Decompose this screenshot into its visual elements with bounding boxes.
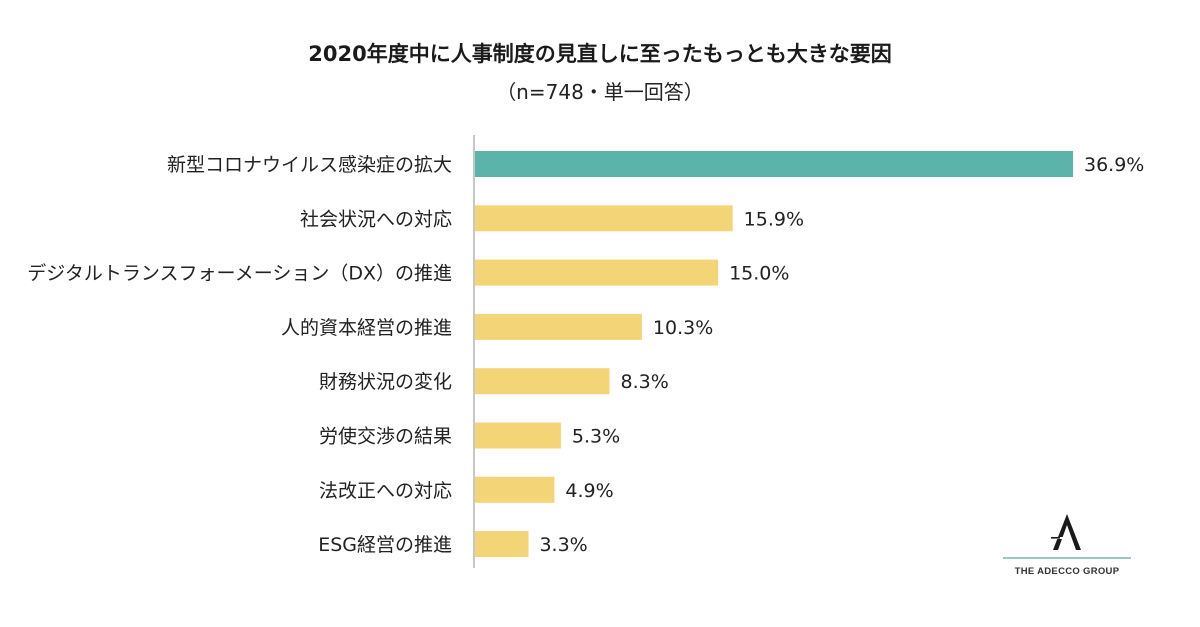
value-label: 15.0% <box>729 263 789 285</box>
chart-subtitle: （n=748・単一回答） <box>496 80 704 104</box>
bar <box>475 313 642 340</box>
category-label: 法改正への対応 <box>319 480 452 502</box>
logo-text: THE ADECCO GROUP <box>1014 566 1120 577</box>
bar <box>475 531 529 558</box>
bar <box>475 205 733 232</box>
logo-divider <box>1003 557 1131 559</box>
category-label: 新型コロナウイルス感染症の拡大 <box>167 154 452 176</box>
bar <box>475 476 555 503</box>
adecco-logo: THE ADECCO GROUP <box>1003 512 1131 582</box>
category-label: デジタルトランスフォーメーション（DX）の推進 <box>27 263 452 285</box>
bar <box>475 422 561 449</box>
value-label: 8.3% <box>621 371 669 393</box>
category-label: 労使交渉の結果 <box>319 426 452 448</box>
value-label: 5.3% <box>572 426 620 448</box>
category-label: 財務状況の変化 <box>319 371 452 393</box>
category-label: 人的資本経営の推進 <box>281 317 452 339</box>
value-label: 15.9% <box>744 208 804 230</box>
category-label: 社会状況への対応 <box>300 208 452 230</box>
chart-title: 2020年度中に人事制度の見直しに至ったもっとも大きな要因 <box>308 42 892 66</box>
value-label: 3.3% <box>539 534 587 556</box>
value-label: 10.3% <box>653 317 713 339</box>
value-label: 36.9% <box>1084 154 1144 176</box>
bar <box>475 368 610 395</box>
adecco-a-icon <box>1051 514 1081 550</box>
value-label: 4.9% <box>565 480 613 502</box>
bar <box>475 151 1073 177</box>
bar <box>475 259 719 286</box>
category-label: ESG経営の推進 <box>318 534 452 556</box>
